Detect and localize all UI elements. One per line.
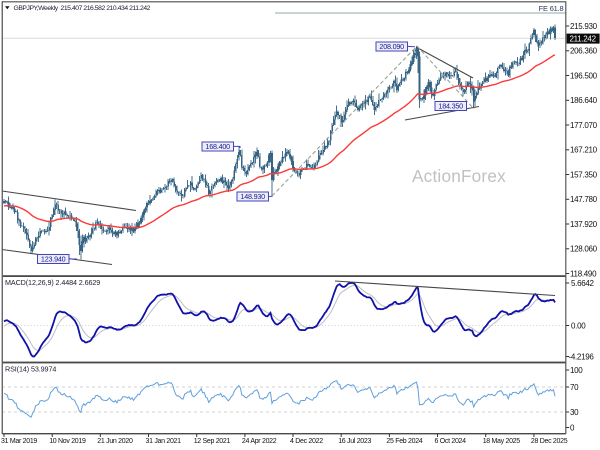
svg-text:0.00: 0.00 [571, 321, 586, 330]
svg-text:25 Feb 2024: 25 Feb 2024 [386, 438, 422, 445]
svg-text:100: 100 [570, 366, 583, 375]
svg-text:12 Sep 2021: 12 Sep 2021 [194, 438, 231, 445]
svg-text:196.500: 196.500 [570, 71, 598, 80]
svg-text:70: 70 [570, 383, 579, 392]
svg-text:147.780: 147.780 [570, 195, 598, 204]
svg-text:157.350: 157.350 [570, 170, 598, 179]
svg-text:118.490: 118.490 [570, 269, 597, 278]
svg-text:206.360: 206.360 [570, 47, 598, 56]
svg-text:MACD(12,26,9) 2.4484 2.6629: MACD(12,26,9) 2.4484 2.6629 [5, 278, 100, 287]
svg-text:148.930: 148.930 [240, 192, 265, 201]
svg-text:18 May 2025: 18 May 2025 [483, 438, 521, 445]
svg-text:FE 61.8: FE 61.8 [539, 4, 564, 13]
svg-text:177.070: 177.070 [570, 121, 598, 130]
svg-text:16 Jul 2023: 16 Jul 2023 [338, 438, 371, 445]
svg-text:211.242: 211.242 [570, 35, 597, 44]
svg-text:128.060: 128.060 [570, 245, 598, 254]
svg-text:RSI(14) 53.9974: RSI(14) 53.9974 [5, 365, 56, 374]
svg-text:21 Jun 2020: 21 Jun 2020 [97, 438, 133, 445]
svg-text:5.6642: 5.6642 [571, 279, 595, 288]
svg-text:167.210: 167.210 [570, 146, 598, 155]
svg-text:31 Mar 2019: 31 Mar 2019 [1, 438, 37, 445]
svg-text:4 Dec 2022: 4 Dec 2022 [290, 438, 323, 445]
svg-text:28 Dec 2025: 28 Dec 2025 [531, 438, 568, 445]
svg-text:10 Nov 2019: 10 Nov 2019 [49, 438, 86, 445]
svg-text:30: 30 [570, 408, 579, 417]
svg-text:208.090: 208.090 [379, 42, 404, 51]
svg-text:168.400: 168.400 [205, 142, 230, 151]
svg-text:137.920: 137.920 [570, 220, 598, 229]
svg-text:0: 0 [570, 423, 575, 432]
svg-text:31 Jan 2021: 31 Jan 2021 [146, 438, 182, 445]
svg-text:184.350: 184.350 [438, 102, 463, 111]
svg-text:215.930: 215.930 [570, 22, 598, 31]
svg-text:123.940: 123.940 [41, 255, 66, 264]
svg-text:-4.2196: -4.2196 [569, 352, 595, 361]
svg-text:24 Apr 2022: 24 Apr 2022 [242, 438, 277, 445]
svg-text:GBPJPY,Weekly 215.407 216.582: GBPJPY,Weekly 215.407 216.582 210.434 21… [14, 5, 151, 12]
svg-text:ActionForex: ActionForex [412, 166, 506, 186]
svg-text:6 Oct 2024: 6 Oct 2024 [435, 438, 467, 445]
svg-text:186.640: 186.640 [570, 96, 598, 105]
